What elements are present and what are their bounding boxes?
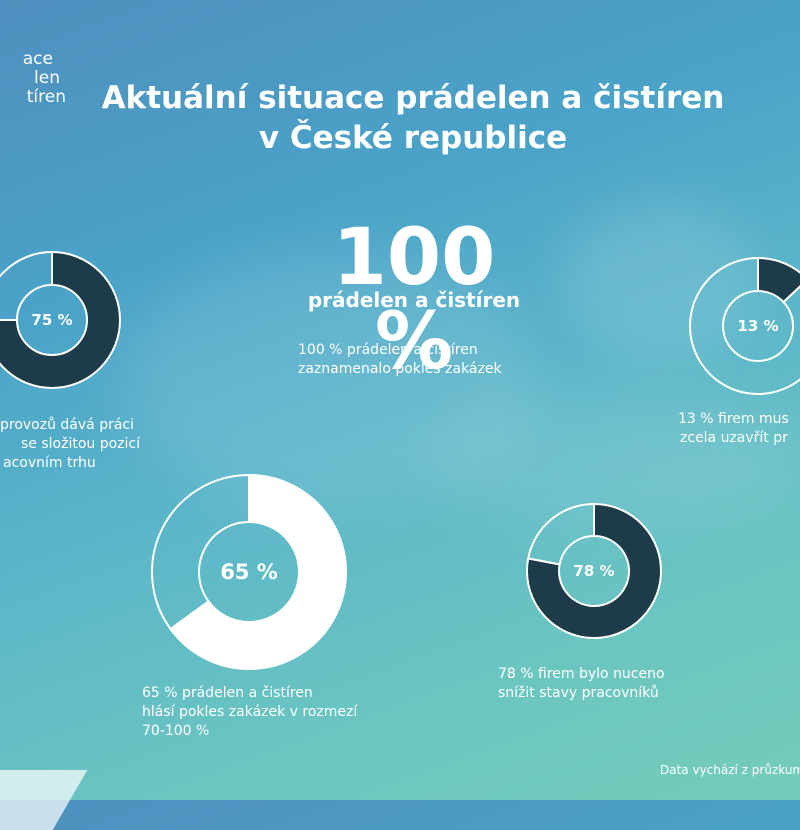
title-line: v České republice xyxy=(258,120,568,156)
description-line: 70-100 % xyxy=(142,723,210,739)
description-line: 65 % prádelen a čistíren xyxy=(142,685,313,701)
logo-line: tíren xyxy=(26,87,66,107)
donut-chart-75: 75 % xyxy=(0,250,121,389)
description-line: 13 % firem mus xyxy=(678,411,789,427)
page-title: Aktuální situace prádelen a čistíren v Č… xyxy=(0,78,800,158)
description-line: hlásí pokles zakázek v rozmezí xyxy=(142,704,358,720)
description-line: se složitou pozicí xyxy=(21,436,140,452)
donut-75-description: provozů dává práci se složitou pozicí ac… xyxy=(0,416,140,473)
description-line: 100 % prádelen a čistíren xyxy=(298,342,478,358)
donut-65-remainder-slice xyxy=(151,473,250,631)
description-line: zcela uzavřít pr xyxy=(680,430,788,446)
donut-13-value-slice xyxy=(757,256,800,304)
title-line: Aktuální situace prádelen a čistíren xyxy=(101,80,725,116)
donut-78-label: 78 % xyxy=(573,562,614,580)
donut-65-label: 65 % xyxy=(220,560,278,584)
logo-line: ace xyxy=(22,49,53,69)
footer-source-note: Data vychází z průzkum xyxy=(660,763,800,777)
donut-75-remainder-slice xyxy=(0,250,53,321)
donut-13-description: 13 % firem mus zcela uzavřít pr xyxy=(678,410,789,448)
highlight-subtitle: prádelen a čistíren xyxy=(307,288,521,312)
donut-chart-13: 13 % xyxy=(689,256,800,395)
donut-chart-65: 65 % xyxy=(151,473,347,670)
description-line: provozů dává práci xyxy=(0,417,135,433)
donut-13-label: 13 % xyxy=(737,317,778,335)
highlight-value: 100 % xyxy=(332,213,496,387)
corner-decoration xyxy=(0,770,88,830)
description-line: snížit stavy pracovníků xyxy=(498,685,659,701)
donut-chart-78: 78 % xyxy=(526,502,662,639)
donut-65-description: 65 % prádelen a čistíren hlásí pokles za… xyxy=(142,684,357,741)
donut-78-remainder-slice xyxy=(527,502,595,566)
highlight-description: 100 % prádelen a čistíren zaznamenalo po… xyxy=(298,341,502,379)
logo-line: len xyxy=(34,68,60,88)
donut-75-value-slice xyxy=(0,250,121,389)
donut-78-description: 78 % firem bylo nuceno snížit stavy prac… xyxy=(498,665,665,703)
description-line: 78 % firem bylo nuceno xyxy=(498,666,665,682)
logo-text: ace len tíren xyxy=(0,49,66,107)
donut-13-remainder-slice xyxy=(689,256,800,395)
donut-75-label: 75 % xyxy=(31,311,72,329)
donut-78-value-slice xyxy=(526,502,662,639)
description-line: acovním trhu xyxy=(3,455,96,471)
description-line: zaznamenalo pokles zakázek xyxy=(298,361,502,377)
donut-65-value-slice xyxy=(169,473,347,670)
